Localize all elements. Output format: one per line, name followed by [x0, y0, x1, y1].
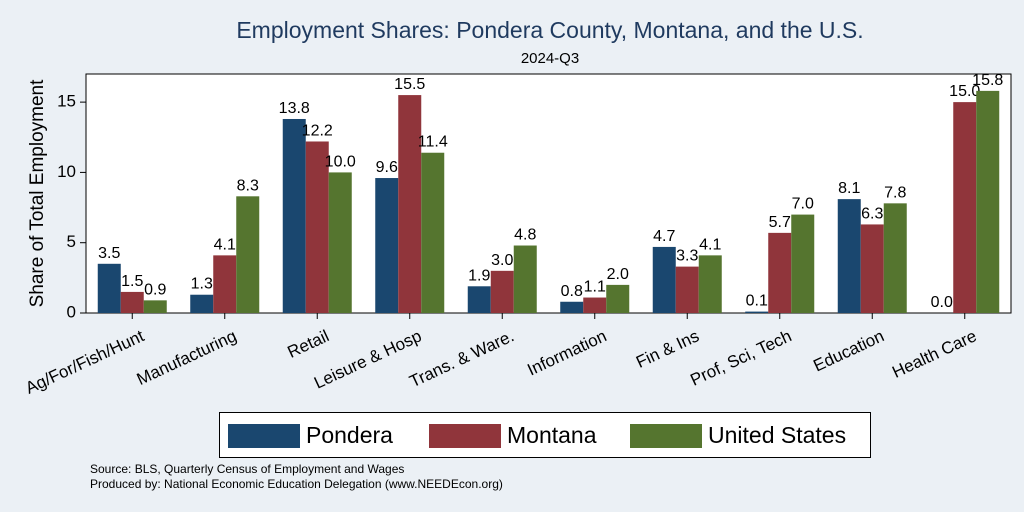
y-tick-label: 10 — [57, 162, 76, 181]
chart-title: Employment Shares: Pondera County, Monta… — [236, 17, 864, 43]
x-tick-label: Health Care — [889, 326, 979, 382]
legend-swatch-montana — [429, 423, 501, 448]
x-tick-label: Trans. & Ware. — [407, 326, 517, 391]
legend-swatch-united-states — [630, 423, 702, 448]
bar-pondera-ag-for-fish-hunt — [97, 263, 121, 313]
data-label: 4.1 — [699, 236, 721, 253]
legend-item-united-states: United States — [630, 422, 846, 449]
data-label: 4.8 — [514, 227, 536, 244]
data-label: 3.3 — [676, 248, 698, 265]
bar-montana-prof-sci-tech — [768, 232, 792, 313]
bar-montana-manufacturing — [213, 255, 237, 313]
legend: Pondera Montana United States — [219, 412, 871, 458]
bar-united-states-ag-for-fish-hunt — [143, 300, 167, 313]
y-tick-label: 5 — [67, 232, 76, 251]
data-label: 5.7 — [769, 214, 791, 231]
bar-united-states-leisure-hosp — [421, 152, 445, 313]
bar-pondera-information — [560, 301, 584, 313]
bar-chart: 0 5 10 15 Share of Total Employment 3.51.5 0.9… — [23, 72, 1012, 398]
data-label: 2.0 — [607, 266, 629, 283]
data-label: 15.5 — [394, 76, 425, 93]
data-label: 0.1 — [746, 293, 768, 310]
data-label: 15.8 — [972, 72, 1003, 89]
bar-pondera-fin-ins — [652, 246, 676, 313]
y-axis-label: Share of Total Employment — [27, 79, 48, 307]
bar-montana-health-care — [953, 102, 977, 313]
data-label: 9.6 — [376, 159, 398, 176]
x-tick-label: Information — [524, 326, 609, 379]
bar-montana-information — [583, 297, 607, 313]
data-label: 10.0 — [325, 153, 356, 170]
bar-pondera-prof-sci-tech — [745, 311, 769, 313]
data-label: 8.1 — [838, 180, 860, 197]
legend-item-pondera: Pondera — [228, 422, 393, 449]
source-note: Source: BLS, Quarterly Census of Employm… — [90, 462, 405, 476]
data-label: 1.9 — [468, 267, 490, 284]
bar-montana-leisure-hosp — [398, 95, 422, 314]
data-label: 15.0 — [949, 83, 980, 100]
data-label: 4.1 — [214, 236, 236, 253]
bar-montana-trans-ware — [490, 270, 514, 313]
data-label: 0.8 — [561, 283, 583, 300]
x-tick-label: Education — [810, 326, 887, 375]
data-label: 6.3 — [861, 205, 883, 222]
x-tick-label: Ag/For/Fish/Hunt — [23, 326, 148, 398]
data-label: 4.7 — [653, 228, 675, 245]
data-label: 8.3 — [237, 177, 259, 194]
chart-subtitle: 2024-Q3 — [520, 50, 580, 67]
data-label: 0.0 — [931, 294, 953, 311]
bar-pondera-retail — [282, 118, 306, 313]
data-label: 1.1 — [584, 279, 606, 296]
data-label: 12.2 — [302, 122, 333, 139]
bar-montana-fin-ins — [675, 266, 699, 313]
bar-united-states-education — [883, 203, 907, 313]
bar-montana-retail — [305, 141, 329, 313]
x-tick-label: Fin & Ins — [633, 326, 702, 372]
bar-united-states-trans-ware — [513, 245, 537, 313]
bar-pondera-manufacturing — [190, 294, 214, 313]
bar-pondera-leisure-hosp — [375, 178, 399, 313]
data-label: 7.0 — [792, 196, 814, 213]
x-tick-label: Manufacturing — [134, 326, 240, 389]
data-label: 13.8 — [279, 100, 310, 117]
legend-swatch-pondera — [228, 423, 300, 448]
legend-label-montana: Montana — [507, 422, 597, 448]
legend-label-pondera: Pondera — [306, 422, 393, 448]
produced-by-note: Produced by: National Economic Education… — [90, 477, 503, 491]
bar-montana-ag-for-fish-hunt — [120, 291, 144, 313]
bar-united-states-fin-ins — [698, 255, 722, 313]
bar-united-states-manufacturing — [236, 196, 260, 313]
data-label: 0.9 — [144, 281, 166, 298]
bar-montana-education — [860, 224, 884, 313]
bar-pondera-education — [837, 199, 861, 313]
bar-united-states-health-care — [976, 90, 1000, 313]
data-label: 7.8 — [884, 184, 906, 201]
x-tick-label: Prof, Sci, Tech — [687, 326, 794, 389]
data-label: 3.0 — [491, 252, 513, 269]
y-tick-label: 15 — [57, 92, 76, 111]
bar-pondera-trans-ware — [467, 286, 491, 313]
data-label: 1.5 — [121, 273, 143, 290]
bar-united-states-information — [606, 284, 630, 313]
bar-united-states-retail — [328, 172, 352, 313]
legend-label-united-states: United States — [708, 422, 847, 448]
legend-item-montana: Montana — [429, 422, 597, 449]
y-tick-label: 0 — [67, 302, 76, 321]
data-label: 11.4 — [418, 134, 448, 151]
data-label: 1.3 — [191, 276, 213, 293]
data-label: 3.5 — [98, 245, 120, 262]
x-tick-label: Retail — [285, 326, 332, 362]
bar-united-states-prof-sci-tech — [791, 214, 815, 313]
